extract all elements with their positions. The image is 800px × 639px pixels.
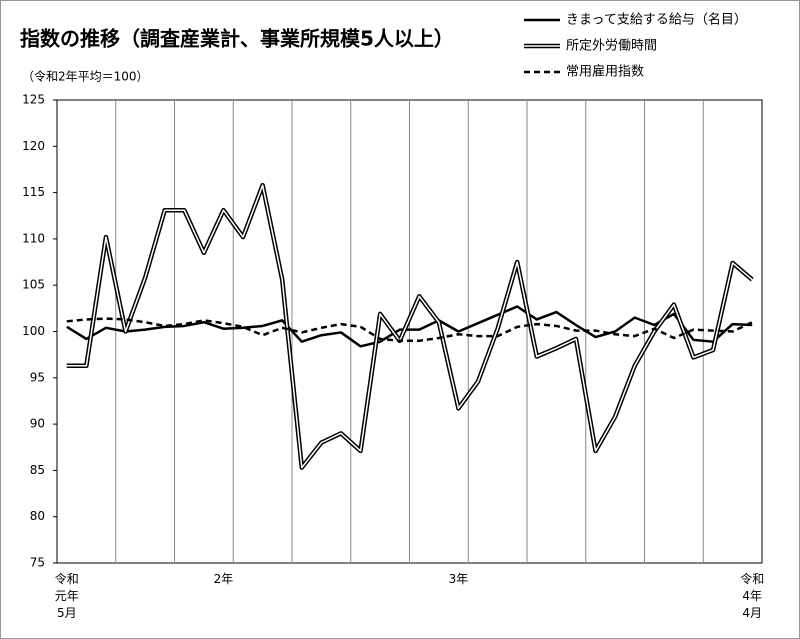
x-tick-label: 2年 <box>213 572 234 586</box>
x-tick-label: 3年 <box>448 572 469 586</box>
y-tick-label: 100 <box>22 324 45 338</box>
series-line-inner <box>66 184 753 469</box>
chart-subtitle: （令和2年平均＝100） <box>22 69 149 84</box>
y-tick-label: 105 <box>22 278 45 292</box>
legend-label: 常用雇用指数 <box>566 64 644 80</box>
y-tick-label: 90 <box>30 417 45 431</box>
chart-title: 指数の推移（調査産業計、事業所規模5人以上） <box>20 27 454 51</box>
y-tick-label: 95 <box>30 370 45 384</box>
series-line <box>66 305 753 348</box>
legend-label: きまって支給する給与（名目） <box>566 12 747 28</box>
y-tick-label: 115 <box>22 185 45 199</box>
series-line <box>66 317 753 343</box>
x-tick-label: 令和 元年 5月 <box>54 572 79 620</box>
y-tick-label: 80 <box>30 509 45 523</box>
legend-label: 所定外労働時間 <box>566 39 657 54</box>
y-tick-label: 120 <box>22 139 45 153</box>
x-tick-label: 令和 4年 4月 <box>740 572 765 620</box>
y-tick-label: 75 <box>30 556 45 570</box>
y-tick-label: 110 <box>22 231 45 245</box>
y-tick-label: 85 <box>30 463 45 477</box>
y-tick-label: 125 <box>22 93 45 107</box>
